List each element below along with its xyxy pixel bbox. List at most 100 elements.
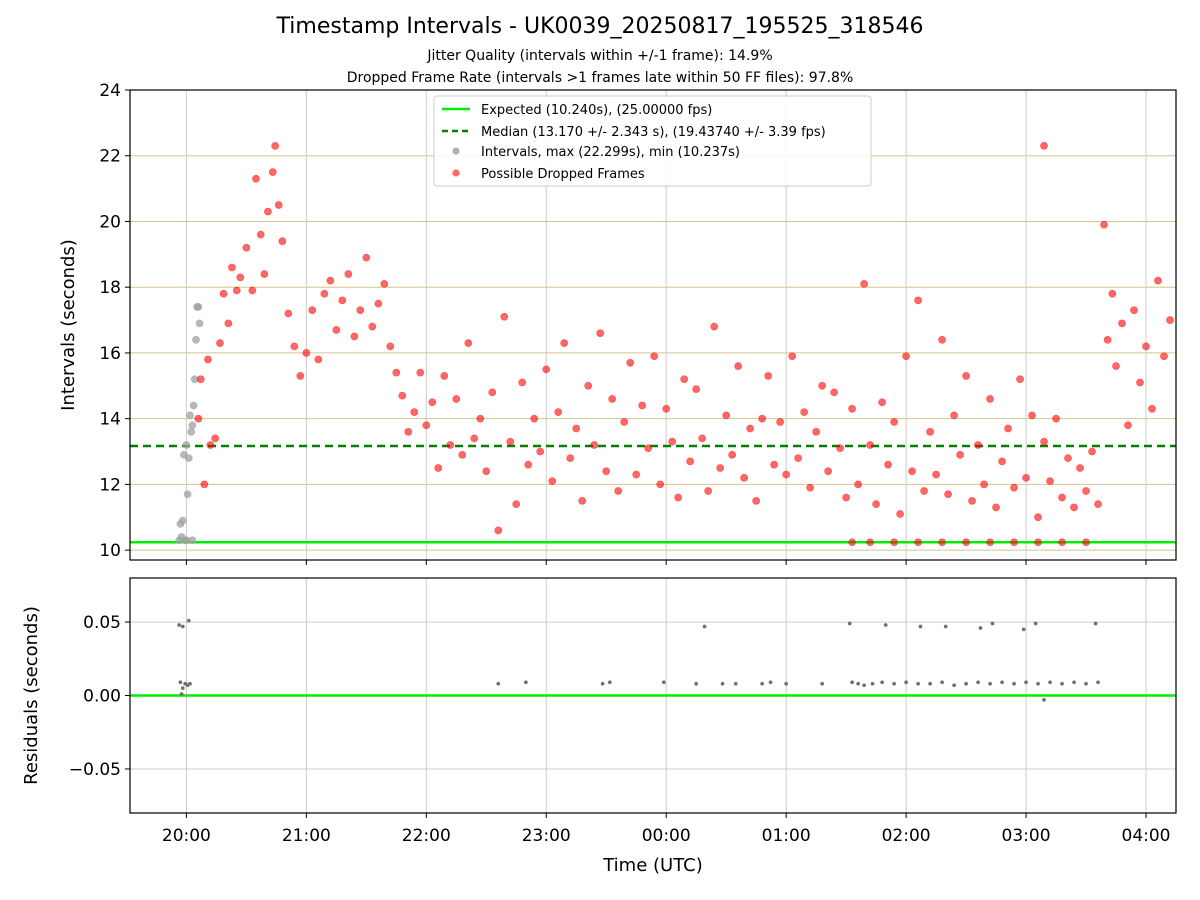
interval-point <box>188 421 197 430</box>
dropped-frame-point <box>590 441 599 449</box>
residual-point <box>990 621 995 626</box>
residual-point <box>1021 627 1026 632</box>
dropped-frame-point <box>1016 375 1024 384</box>
dropped-frame-point <box>998 457 1006 466</box>
legend-entry-label: Possible Dropped Frames <box>481 167 645 182</box>
dropped-frame-point <box>194 414 203 423</box>
dropped-frame-point <box>1058 538 1066 547</box>
dropped-frame-point <box>1148 404 1156 413</box>
dropped-frame-point <box>956 450 964 459</box>
dropped-frame-point <box>1064 454 1072 463</box>
interval-point <box>187 427 196 436</box>
dropped-frame-point <box>271 141 280 150</box>
dropped-frame-point <box>794 454 803 463</box>
dropped-frame-point <box>338 296 347 305</box>
dropped-frame-point <box>512 500 521 509</box>
dropped-frame-point <box>422 421 431 430</box>
dropped-frame-point <box>350 332 359 341</box>
residual-point <box>661 680 666 685</box>
dropped-frame-point <box>524 460 533 469</box>
dropped-frame-point <box>398 391 407 400</box>
dropped-frame-point <box>656 480 665 489</box>
dropped-frame-point <box>500 312 509 321</box>
dropped-frame-point <box>320 289 329 298</box>
y-tick-label: 24 <box>99 81 121 101</box>
dropped-frame-point <box>602 467 611 476</box>
dropped-frame-point <box>1028 411 1036 420</box>
x-tick-label: 02:00 <box>882 826 931 846</box>
dropped-frame-point <box>692 385 701 393</box>
residual-point <box>523 680 528 685</box>
dropped-frame-point <box>752 496 761 505</box>
panel-top: 10 12 14 16 18 20 22 24 Intervals (seconds) <box>58 81 1177 565</box>
dropped-frame-point <box>704 487 713 495</box>
dropped-frame-point <box>416 368 425 377</box>
y-tick-label: 20 <box>99 212 121 232</box>
legend-entry-label: Median (13.170 +/- 2.343 s), (19.43740 +… <box>481 125 826 140</box>
dropped-frame-point <box>440 372 449 380</box>
dropped-frame-point <box>1070 503 1078 512</box>
dropped-frame-point <box>206 441 215 449</box>
dropped-frame-point <box>494 526 503 535</box>
dropped-frame-point <box>332 326 341 334</box>
dropped-frame-point <box>1082 538 1090 547</box>
dropped-frame-point <box>824 467 833 476</box>
dropped-frame-point <box>1112 362 1120 370</box>
x-tick-label: 22:00 <box>402 826 451 846</box>
residual-point <box>928 681 932 686</box>
dropped-frame-point <box>228 263 236 272</box>
dropped-frame-point <box>1034 513 1042 522</box>
dropped-frame-point <box>1142 342 1150 351</box>
residual-point <box>1093 621 1098 626</box>
dropped-frame-point <box>674 493 683 502</box>
dropped-frame-point <box>800 408 809 416</box>
dropped-frame-point <box>860 280 869 288</box>
dropped-frame-point <box>1130 306 1138 315</box>
dropped-frame-point <box>274 201 283 209</box>
residual-point <box>600 681 605 686</box>
dropped-frame-point <box>974 441 982 449</box>
dropped-frame-point <box>232 286 241 295</box>
dropped-frame-point <box>836 444 845 453</box>
interval-point <box>178 516 187 525</box>
panel-bottom: −0.05 0.00 0.05 20:00 21:00 22:00 23:00 00:00 01… <box>21 577 1177 876</box>
dropped-frame-point <box>284 309 293 318</box>
dropped-frame-point <box>470 434 479 443</box>
dropped-frame-point <box>578 496 587 505</box>
dropped-frame-point <box>1166 316 1174 324</box>
residual-point <box>1096 680 1100 685</box>
x-tick-label: 03:00 <box>1002 826 1051 846</box>
dropped-frame-point <box>464 339 473 347</box>
residual-point <box>1036 681 1040 686</box>
dropped-frame-point <box>782 470 791 479</box>
dropped-frame-point <box>1124 421 1132 430</box>
dropped-frame-point <box>572 424 581 433</box>
residual-point <box>880 680 885 685</box>
dropped-frame-point <box>710 322 719 331</box>
dropped-frame-point <box>264 207 272 216</box>
dropped-frame-point <box>584 381 593 390</box>
dropped-frame-point <box>518 378 527 387</box>
y-tick-label: −0.05 <box>69 760 121 780</box>
residual-point <box>1000 680 1004 685</box>
chart-subtitle-dropped: Dropped Frame Rate (intervals >1 frames … <box>346 70 854 86</box>
dropped-frame-point <box>890 538 899 547</box>
dropped-frame-point <box>626 358 635 367</box>
x-axis-label: Time (UTC) <box>602 855 703 876</box>
dropped-frame-point <box>884 460 893 469</box>
residual-point <box>1048 680 1052 685</box>
dropped-frame-point <box>962 372 970 380</box>
residual-point <box>760 681 765 686</box>
legend-box <box>433 95 872 187</box>
dropped-frame-point <box>848 404 857 413</box>
chart-title: Timestamp Intervals - UK0039_20250817_19… <box>276 14 924 39</box>
dropped-frame-point <box>830 388 839 397</box>
dropped-frame-point <box>452 395 461 403</box>
dropped-frame-point <box>776 418 785 426</box>
dropped-frame-point <box>596 329 605 338</box>
dropped-frame-point <box>854 480 863 489</box>
dropped-frame-point <box>482 467 491 476</box>
dropped-frame-point <box>902 352 911 361</box>
dropped-frame-point <box>410 408 419 416</box>
